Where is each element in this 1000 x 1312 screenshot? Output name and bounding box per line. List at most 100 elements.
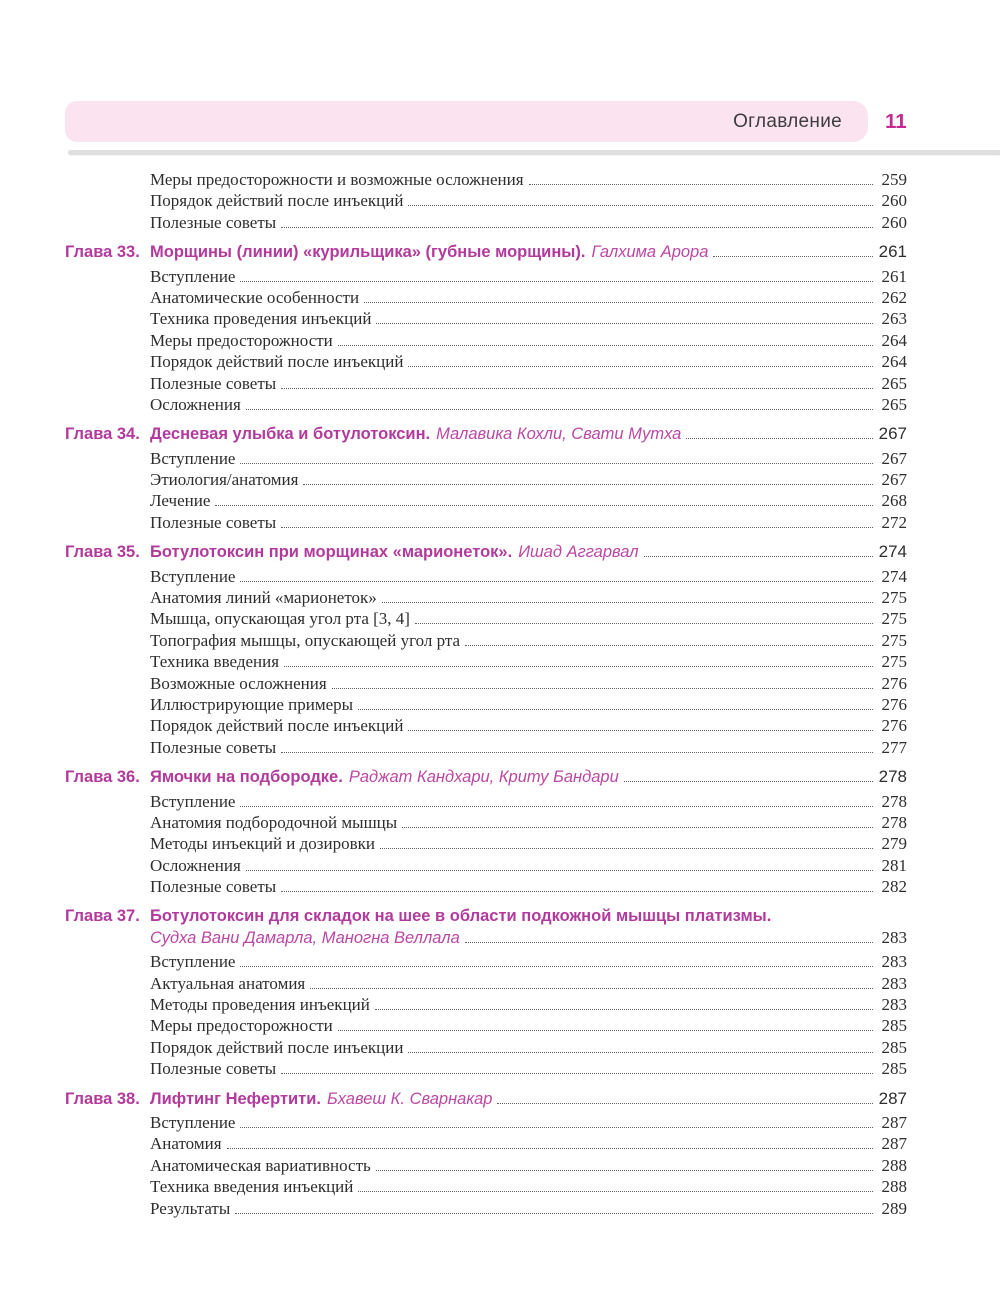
entry-title: Полезные советы: [150, 737, 277, 757]
dotted-leader: [281, 226, 873, 228]
toc-entry-row: Меры предосторожности 264: [65, 331, 907, 352]
dotted-leader: [358, 708, 873, 710]
chapter-label: Глава 33.: [65, 243, 140, 262]
chapter-authors: Ишад Аггарвал: [518, 543, 639, 562]
dotted-leader: [310, 987, 873, 989]
toc-entry-row: Вступление 267: [65, 449, 907, 470]
chapter-heading-row: Глава 33. Морщины (линии) «курильщика» (г…: [65, 242, 907, 263]
entry-title: Анатомическая вариативность: [150, 1155, 371, 1175]
chapter-authors: Судха Вани Дамарла, Маногна Веллала: [150, 928, 460, 947]
entry-title: Анатомические особенности: [150, 287, 360, 307]
toc-entry-row: Меры предосторожности 285: [65, 1016, 907, 1037]
chapter-heading-row: Глава 38. Лифтинг Нефертити. Бхавеш К. Сва…: [65, 1089, 907, 1110]
dotted-leader: [281, 751, 873, 753]
dotted-leader: [381, 602, 873, 604]
dotted-leader: [240, 580, 873, 582]
toc-list: Меры предосторожности и возможные осложн…: [65, 170, 907, 1220]
entry-title: Вступление: [150, 952, 236, 972]
entry-page-number: 261: [881, 266, 908, 286]
dotted-leader: [623, 781, 873, 783]
entry-page-number: 264: [881, 352, 908, 372]
entry-page-number: 287: [881, 1113, 908, 1133]
entry-page-number: 288: [881, 1177, 908, 1197]
toc-entry-row: Вступление 278: [65, 792, 907, 813]
running-head-bar: Оглавление: [65, 101, 868, 142]
chapter-label: Глава 36.: [65, 768, 140, 787]
chapter-page-number: 287: [878, 1088, 907, 1108]
entry-title: Анатомия линий «марионеток»: [150, 588, 377, 608]
entry-page-number: 260: [881, 212, 908, 232]
chapter-title: Ботулотоксин при морщинах «марионеток».: [150, 543, 513, 562]
dotted-leader: [245, 869, 873, 871]
entry-page-number: 277: [881, 737, 908, 757]
chapter-page-number: 267: [878, 424, 907, 444]
toc-entry-row: Возможные осложнения 276: [65, 674, 907, 695]
chapter-page-number: 278: [878, 767, 907, 787]
entry-title: Мышца, опускающая угол рта [3, 4]: [150, 609, 410, 629]
toc-entry-row: Полезные советы 265: [65, 374, 907, 395]
entry-title: Порядок действий после инъекций: [150, 716, 404, 736]
entry-page-number: 283: [881, 952, 908, 972]
toc-entry-row: Методы проведения инъекций 283: [65, 995, 907, 1016]
entry-page-number: 274: [881, 566, 908, 586]
dotted-leader: [465, 644, 873, 646]
entry-title: Вступление: [150, 448, 236, 468]
dotted-leader: [240, 966, 873, 968]
dotted-leader: [240, 805, 873, 807]
toc-entry-row: Актуальная анатомия 283: [65, 974, 907, 995]
toc-entry-row: Порядок действий после инъекций 276: [65, 716, 907, 737]
entry-page-number: 281: [881, 855, 908, 875]
chapter-block: Глава 38. Лифтинг Нефертити. Бхавеш К. Сва…: [65, 1089, 907, 1110]
chapter-authors: Раджат Кандхари, Криту Бандари: [348, 768, 619, 787]
entry-title: Топография мышцы, опускающей угол рта: [150, 630, 461, 650]
chapter-block: Глава 37. Ботулотоксин для складок на шее…: [65, 907, 907, 950]
entry-title: Лечение: [150, 491, 211, 511]
entry-title: Иллюстрирующие примеры: [150, 694, 354, 714]
dotted-leader: [497, 1102, 873, 1104]
running-head-title: Оглавление: [733, 110, 842, 132]
toc-entry-row: Вступление 283: [65, 952, 907, 973]
chapter-authors-row: Судха Вани Дамарла, Маногна Веллала 283: [65, 928, 907, 949]
dotted-leader: [337, 1030, 873, 1032]
chapter-authors: Бхавеш К. Сварнакар: [326, 1089, 493, 1108]
dotted-leader: [414, 623, 873, 625]
toc-entry-row: Порядок действий после инъекций 260: [65, 191, 907, 212]
entry-page-number: 287: [881, 1134, 908, 1154]
entry-page-number: 285: [881, 1059, 908, 1079]
dotted-leader: [408, 205, 873, 207]
chapter-title: Десневая улыбка и ботулотоксин.: [150, 425, 431, 444]
chapter-heading-row: Глава 34. Десневая улыбка и ботулотоксин.…: [65, 424, 907, 445]
toc-entry-row: Полезные советы 277: [65, 738, 907, 759]
entry-title: Возможные осложнения: [150, 673, 327, 693]
entry-page-number: 262: [881, 287, 908, 307]
dotted-leader: [408, 366, 873, 368]
entry-page-number: 276: [881, 716, 908, 736]
dotted-leader: [408, 1051, 873, 1053]
entry-page-number: 279: [881, 834, 908, 854]
entry-title: Полезные советы: [150, 212, 277, 232]
toc-entry-row: Анатомическая вариативность 288: [65, 1156, 907, 1177]
entry-title: Меры предосторожности и возможные осложн…: [150, 170, 524, 189]
entry-title: Порядок действий после инъекции: [150, 1037, 404, 1057]
chapter-heading-row: Глава 35. Ботулотоксин при морщинах «мари…: [65, 542, 907, 563]
entry-page-number: 268: [881, 491, 908, 511]
dotted-leader: [281, 891, 873, 893]
dotted-leader: [402, 826, 873, 828]
chapter-title: Ямочки на подбородке.: [150, 768, 343, 787]
toc-entry-row: Полезные советы 272: [65, 513, 907, 534]
entry-title: Осложнения: [150, 394, 241, 414]
dotted-leader: [364, 301, 873, 303]
dotted-leader: [281, 526, 873, 528]
toc-entry-row: Анатомические особенности 262: [65, 288, 907, 309]
entry-page-number: 264: [881, 330, 908, 350]
entry-page-number: 265: [881, 394, 908, 414]
dotted-leader: [240, 280, 873, 282]
page-number: 11: [885, 109, 907, 133]
dotted-leader: [464, 941, 873, 943]
dotted-leader: [245, 408, 873, 410]
toc-entry-row: Анатомия линий «марионеток» 275: [65, 588, 907, 609]
entry-page-number: 288: [881, 1155, 908, 1175]
toc-entry-row: Полезные советы 285: [65, 1059, 907, 1080]
entry-title: Результаты: [150, 1198, 231, 1218]
entry-title: Техника введения: [150, 652, 280, 672]
